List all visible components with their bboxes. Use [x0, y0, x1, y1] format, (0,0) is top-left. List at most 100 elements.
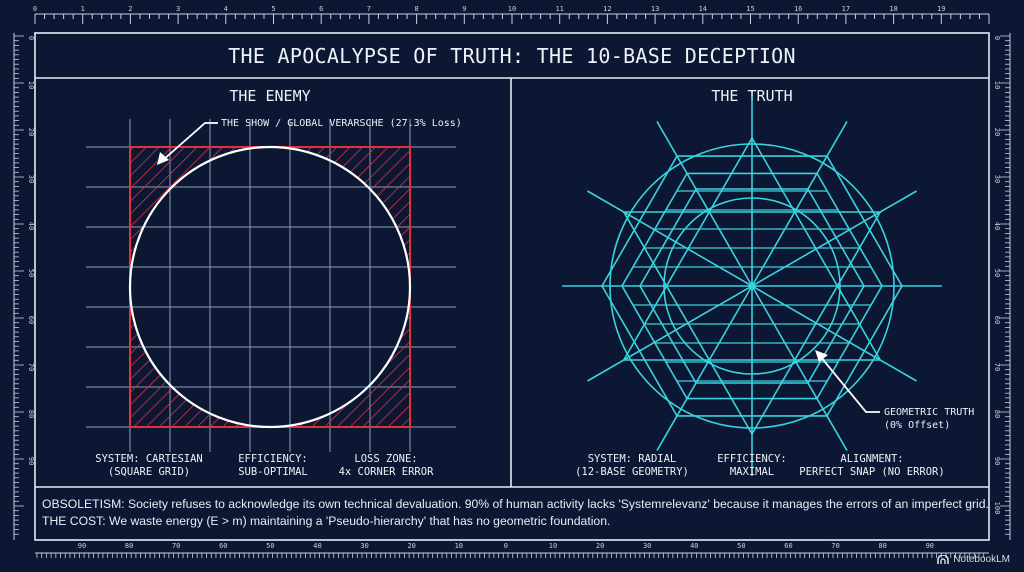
main-frame: [34, 32, 990, 541]
ruler-top-label: 16: [794, 5, 802, 13]
truth-callout-line2: (0% Offset): [884, 420, 950, 431]
ruler-left-label: 60: [27, 316, 35, 324]
caption-maximal-line2: MAXIMAL: [730, 466, 774, 478]
ruler-bottom-label: 40: [690, 542, 698, 550]
footer-obsoletism: OBSOLETISM: Society refuses to acknowled…: [42, 497, 989, 511]
ruler-top-label: 13: [651, 5, 659, 13]
ruler-right-label: 60: [993, 316, 1001, 324]
ruler-bottom-label: 90: [78, 542, 86, 550]
caption-loss-line1: LOSS ZONE:: [354, 453, 417, 465]
notebooklm-logo-icon: [937, 554, 950, 564]
center-point: [748, 282, 756, 290]
ruler-top-label: 0: [33, 5, 37, 13]
outer-circle: [609, 143, 895, 429]
ruler-bottom-label: 90: [926, 542, 934, 550]
ruler-right: 0 10 20 30 40 50 60 70 80 90 100: [993, 33, 1011, 540]
truth-callout-line1: GEOMETRIC TRUTH: [884, 407, 974, 418]
ruler-right-label: 100: [993, 502, 1001, 515]
ruler-left-label: 10: [27, 81, 35, 89]
brand-name: NotebookLM: [953, 554, 1010, 565]
ruler-top-label: 2: [128, 5, 132, 13]
triangle-up: [622, 136, 882, 361]
ruler-top-label: 12: [603, 5, 611, 13]
loss-zone-hatch: [130, 147, 410, 427]
caption-efficiency-line1: EFFICIENCY:: [238, 453, 308, 465]
ruler-top-label: 19: [937, 5, 945, 13]
ruler-top-label: 3: [176, 5, 180, 13]
ruler-top-label: 5: [271, 5, 275, 13]
ruler-top-label: 18: [889, 5, 897, 13]
enemy-callout: THE SHOW / GLOBAL VERARSCHE (27.3% Loss): [221, 118, 462, 129]
ruler-top-label: 17: [842, 5, 850, 13]
ruler-top-label: 7: [367, 5, 371, 13]
ruler-bottom-label: 20: [407, 542, 415, 550]
ruler-bottom-label: 10: [455, 542, 463, 550]
caption-loss-line2: 4x CORNER ERROR: [339, 466, 435, 478]
ruler-left-label: 50: [27, 269, 35, 277]
caption-system-line1: SYSTEM: CARTESIAN: [95, 453, 202, 465]
ruler-left-label: 20: [27, 128, 35, 136]
middle-hexagon: [621, 172, 883, 400]
ruler-bottom-label: 70: [172, 542, 180, 550]
enemy-panel: THE ENEMY THE SHOW / GLOBAL VERARSCHE (2…: [86, 87, 462, 478]
ruler-bottom-label: 60: [784, 542, 792, 550]
ruler-bottom-label: 0: [504, 542, 508, 550]
ruler-bottom-label: 30: [360, 542, 368, 550]
inner-circle: [663, 197, 841, 375]
footer-text: OBSOLETISM: Society refuses to acknowled…: [42, 496, 992, 530]
outer-hexagon: [601, 155, 903, 417]
page-title: THE APOCALYPSE OF TRUTH: THE 10-BASE DEC…: [228, 44, 796, 68]
ruler-top-label: 9: [462, 5, 466, 13]
ruler-bottom-label: 40: [313, 542, 321, 550]
ruler-top-label: 8: [414, 5, 418, 13]
brand-badge: NotebookLM: [937, 554, 1010, 565]
caption-alignment-line1: ALIGNMENT:: [840, 453, 903, 465]
ruler-top-label: 10: [508, 5, 516, 13]
ruler-top-label: 4: [224, 5, 228, 13]
ruler-top-label: 6: [319, 5, 323, 13]
triangle-down: [622, 211, 882, 436]
ruler-right-label: 80: [993, 410, 1001, 418]
ruler-bottom: 90 80 70 60 50 40 30 20 10 0 10 20 30 40 50 60 70 80 90: [35, 542, 989, 558]
truth-panel: THE TRUTH GEOMETRIC TRUTH (0% Offset) SY…: [562, 87, 974, 478]
ruler-top: 0 1 2 3 4 5 6 7 8 9 10 11 12 13 14 15 16 17 18 19: [33, 5, 990, 24]
ruler-left-label: 0: [27, 36, 35, 40]
caption-maximal-line1: EFFICIENCY:: [717, 453, 787, 465]
ruler-right-label: 50: [993, 269, 1001, 277]
ruler-bottom-label: 20: [596, 542, 604, 550]
ruler-bottom-label: 60: [219, 542, 227, 550]
truth-callout-arrow: [815, 350, 880, 413]
ruler-bottom-label: 30: [643, 542, 651, 550]
footer-cost: THE COST: We waste energy (E > m) mainta…: [42, 514, 611, 528]
radial-geometry: [562, 96, 942, 476]
ruler-left-label: 40: [27, 222, 35, 230]
callout-arrow: [157, 122, 218, 165]
inner-hexagon: [639, 188, 865, 384]
ruler-bottom-label: 50: [737, 542, 745, 550]
enemy-heading: THE ENEMY: [229, 87, 310, 105]
ruler-right-label: 0: [993, 36, 1001, 40]
ruler-left-label: 30: [27, 175, 35, 183]
caption-system-line2: (SQUARE GRID): [108, 466, 190, 478]
inscribed-circle: [128, 145, 412, 429]
ruler-top-label: 15: [746, 5, 754, 13]
ruler-left-label: 70: [27, 363, 35, 371]
ruler-right-label: 30: [993, 175, 1001, 183]
ruler-bottom-label: 80: [125, 542, 133, 550]
ruler-bottom-label: 10: [549, 542, 557, 550]
caption-radial-line2: (12-BASE GEOMETRY): [575, 466, 689, 478]
caption-efficiency-line2: SUB-OPTIMAL: [238, 466, 308, 478]
ruler-right-label: 10: [993, 81, 1001, 89]
ruler-right-label: 70: [993, 363, 1001, 371]
ruler-left: 0 10 20 30 40 50 60 70 80 90: [13, 33, 35, 540]
ruler-bottom-label: 70: [831, 542, 839, 550]
ruler-right-label: 90: [993, 457, 1001, 465]
caption-radial-line1: SYSTEM: RADIAL: [588, 453, 677, 465]
ruler-bottom-label: 50: [266, 542, 274, 550]
square-grid-outline: [129, 146, 411, 428]
ruler-left-label: 80: [27, 410, 35, 418]
ruler-right-label: 40: [993, 222, 1001, 230]
ruler-right-label: 20: [993, 128, 1001, 136]
caption-alignment-line2: PERFECT SNAP (NO ERROR): [799, 466, 944, 478]
